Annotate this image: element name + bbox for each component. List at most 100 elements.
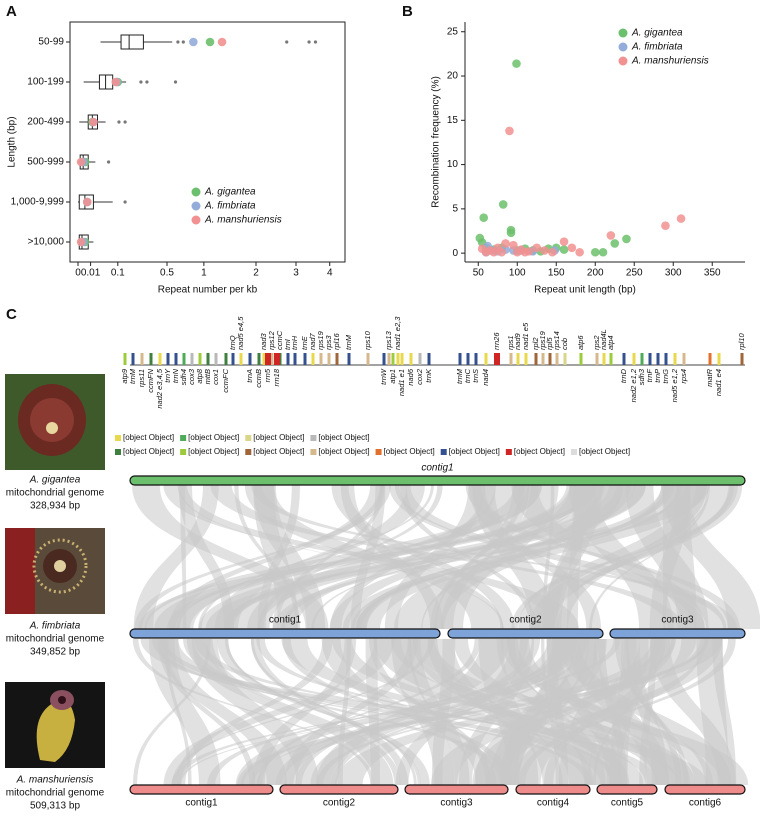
synteny-ribbon — [340, 485, 444, 629]
gene-label: rpl2 — [531, 337, 540, 350]
synteny-ribbon — [389, 485, 705, 629]
box — [120, 34, 144, 50]
synteny-ribbon — [250, 639, 409, 785]
species-point — [217, 37, 227, 47]
gene-block — [190, 353, 194, 365]
gene-block — [400, 353, 404, 365]
gene-label: ccmFN — [146, 368, 155, 392]
y-tick-label: 5 — [452, 204, 458, 215]
gene-label: nad9 — [513, 332, 522, 350]
gene-label: nad6 — [406, 368, 415, 386]
gene-label: rpl5 — [545, 337, 554, 350]
gene-block — [335, 353, 339, 365]
legend-marker — [618, 56, 628, 66]
synteny-ribbon — [180, 485, 187, 629]
y-tick-label: 25 — [447, 26, 459, 37]
legend-label: [object Object] — [253, 433, 304, 442]
x-tick-label: 150 — [548, 268, 565, 279]
gene-label: sdh3 — [637, 368, 646, 385]
scatter-point — [532, 243, 542, 253]
legend-swatch — [440, 449, 447, 455]
synteny-ribbon — [132, 485, 329, 629]
contig-bar — [447, 628, 604, 639]
gene-block — [265, 353, 271, 365]
contig-label: contig1 — [269, 615, 302, 626]
synteny-ribbon — [204, 639, 401, 785]
gene-block — [123, 353, 127, 365]
synteny-ribbon — [506, 639, 599, 785]
gene-label: nad1 e1 — [397, 369, 406, 396]
legend-swatch — [310, 449, 317, 455]
photo-manshuriensis — [5, 682, 105, 768]
synteny-ribbon — [133, 485, 219, 629]
contig-label: contig3 — [661, 615, 694, 626]
y-tick-label: 1,000-9,999 — [11, 197, 65, 208]
legend-swatch — [245, 449, 252, 455]
scatter-point — [512, 59, 521, 68]
gene-label: nad3 — [259, 332, 268, 350]
gene-block — [648, 353, 652, 365]
gene-block — [717, 353, 721, 365]
gene-label: rps14 — [552, 331, 561, 350]
gene-block — [509, 353, 513, 365]
gene-block — [563, 353, 567, 365]
synteny-ribbon — [247, 485, 524, 629]
outlier — [181, 40, 185, 44]
scatter-point — [548, 247, 557, 257]
gene-block — [198, 353, 202, 365]
y-tick-label: 10 — [447, 159, 459, 170]
scatter-point — [506, 228, 516, 238]
y-tick-label: 200-499 — [27, 117, 64, 128]
legend-label: [object Object] — [188, 447, 239, 456]
gene-block — [602, 353, 606, 365]
gene-label: rps10 — [363, 330, 372, 350]
gene-block — [458, 353, 462, 365]
legend-label: [object Object] — [123, 433, 174, 442]
gene-block — [534, 353, 538, 365]
gene-block — [673, 353, 677, 365]
x-tick-label: 250 — [626, 268, 643, 279]
synteny-ribbon — [272, 485, 385, 629]
gene-block — [396, 353, 400, 365]
x-tick-label: 100 — [509, 268, 526, 279]
gene-label: nad1 e2,3 — [393, 316, 402, 350]
legend-label: A. manshuriensis — [204, 215, 282, 226]
gene-label: rps19 — [538, 330, 547, 350]
x-tick-label: 4 — [327, 268, 333, 279]
gene-block — [327, 353, 331, 365]
synteny-ribbon — [159, 639, 288, 785]
gene-block — [174, 353, 178, 365]
x-tick-label: 0 — [75, 268, 81, 279]
y-tick-label: 20 — [447, 71, 459, 82]
outlier — [123, 120, 127, 124]
gene-block — [303, 353, 307, 365]
gene-block — [158, 353, 162, 365]
gene-label: nad5 e1,2 — [670, 368, 679, 402]
gene-block — [166, 353, 170, 365]
synteny-ribbon — [394, 485, 727, 629]
gene-label: trnM — [344, 334, 353, 350]
y-tick-label: 100-199 — [27, 77, 64, 88]
genome-size: 509,313 bp — [30, 801, 80, 812]
legend-label: [object Object] — [384, 447, 435, 456]
gene-label: cox2 — [415, 368, 424, 385]
synteny-ribbon — [163, 639, 395, 785]
outlier — [139, 80, 143, 84]
gene-label: trnI — [283, 339, 292, 350]
gene-label: rps11 — [137, 369, 146, 387]
gene-label: rrn5 — [263, 368, 272, 382]
legend-label: [object Object] — [579, 447, 630, 456]
legend-label: A. fimbriata — [204, 201, 256, 212]
scatter-point — [505, 126, 514, 136]
scatter-point — [479, 213, 489, 223]
contig-label: contig1 — [185, 798, 218, 809]
legend-swatch — [310, 435, 317, 441]
legend-marker — [618, 28, 628, 38]
legend-label: [object Object] — [318, 433, 369, 442]
contig-bar — [664, 784, 746, 795]
x-axis-title: Repeat number per kb — [158, 285, 258, 296]
synteny-ribbon — [183, 639, 511, 785]
gene-block — [418, 353, 422, 365]
gene-block — [274, 353, 280, 365]
